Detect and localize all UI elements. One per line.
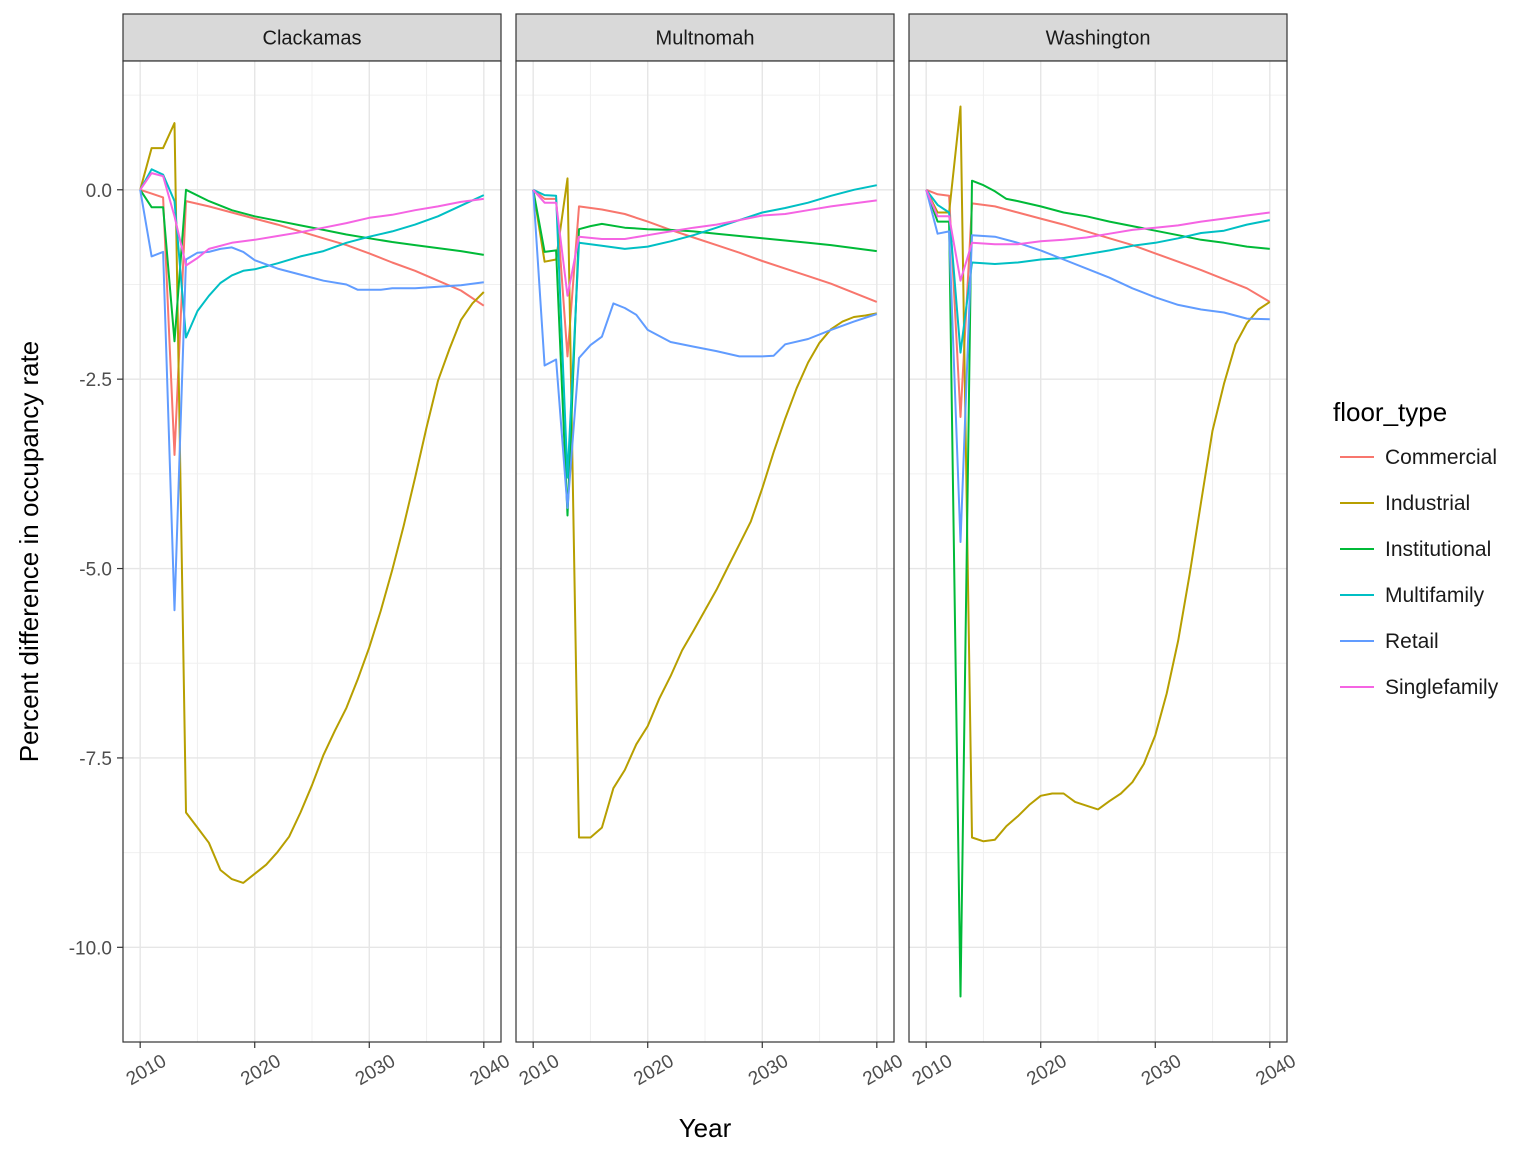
series-line-commercial	[925, 188, 1271, 418]
series-line-commercial	[139, 188, 485, 456]
y-tick-label: 0.0	[86, 181, 112, 202]
series-line-multifamily	[925, 189, 1270, 354]
facet-strip-label: Multnomah	[656, 28, 755, 50]
panel-border	[908, 60, 1288, 1043]
legend: floor_type Commercial Industrial Institutio…	[1333, 397, 1499, 699]
series-line-singlefamily	[925, 189, 1270, 282]
series-line-multifamily	[139, 168, 485, 339]
x-tick-label: 2030	[745, 1051, 792, 1090]
facet-strip-label: Clackamas	[263, 28, 362, 50]
x-tick-label: 2030	[1138, 1051, 1185, 1090]
series-line-multifamily	[532, 184, 877, 479]
y-axis-title: Percent difference in occupancy rate	[14, 341, 44, 763]
legend-label-industrial: Industrial	[1385, 492, 1470, 515]
facet-strip	[908, 13, 1288, 62]
legend-label-commercial: Commercial	[1385, 446, 1497, 469]
series-line-commercial	[532, 189, 878, 358]
x-tick-label: 2020	[237, 1051, 284, 1090]
series-line-institutional	[532, 189, 877, 517]
facet-strip	[122, 13, 502, 62]
y-tick-label: -5.0	[79, 560, 112, 581]
series-line-retail	[139, 189, 484, 612]
facet-panel-clackamas: Clackamas 2010 2020 2030 2040 0.0 -2.5 -5.0 -7.5…	[69, 13, 514, 1090]
legend-label-retail: Retail	[1385, 630, 1439, 653]
series-line-retail	[532, 189, 878, 509]
x-axis-title: Year	[679, 1113, 732, 1143]
x-tick-label: 2030	[352, 1051, 399, 1090]
legend-label-singlefamily: Singlefamily	[1385, 676, 1499, 699]
x-tick-label: 2040	[1253, 1051, 1300, 1090]
facet-strip-label: Washington	[1046, 28, 1151, 50]
x-tick-label: 2020	[1023, 1051, 1070, 1090]
facet-panel-multnomah: Multnomah 2010 2020 2030 2040	[515, 13, 907, 1090]
series-line-retail	[925, 189, 1270, 543]
x-tick-label: 2020	[630, 1051, 677, 1090]
series-line-institutional	[925, 179, 1270, 998]
y-tick-label: -2.5	[79, 370, 112, 391]
legend-title: floor_type	[1333, 397, 1447, 427]
y-tick-label: -7.5	[79, 749, 112, 770]
series-line-institutional	[139, 188, 484, 343]
series-line-singlefamily	[139, 172, 484, 267]
panel-border	[122, 60, 502, 1043]
series-line-singlefamily	[532, 189, 877, 297]
x-tick-label: 2040	[467, 1051, 514, 1090]
y-tick-label: -10.0	[69, 938, 112, 959]
x-tick-label: 2040	[860, 1051, 907, 1090]
legend-label-multifamily: Multifamily	[1385, 584, 1485, 607]
series-line-industrial	[532, 177, 877, 839]
x-tick-label: 2010	[909, 1051, 956, 1090]
panel-border	[515, 60, 895, 1043]
series-line-industrial	[139, 122, 485, 884]
facet-panel-washington: Washington 2010 2020 2030 2040	[908, 13, 1300, 1090]
legend-label-institutional: Institutional	[1385, 538, 1491, 561]
x-tick-label: 2010	[516, 1051, 563, 1090]
series-line-industrial	[925, 105, 1271, 843]
x-tick-label: 2010	[123, 1051, 170, 1090]
